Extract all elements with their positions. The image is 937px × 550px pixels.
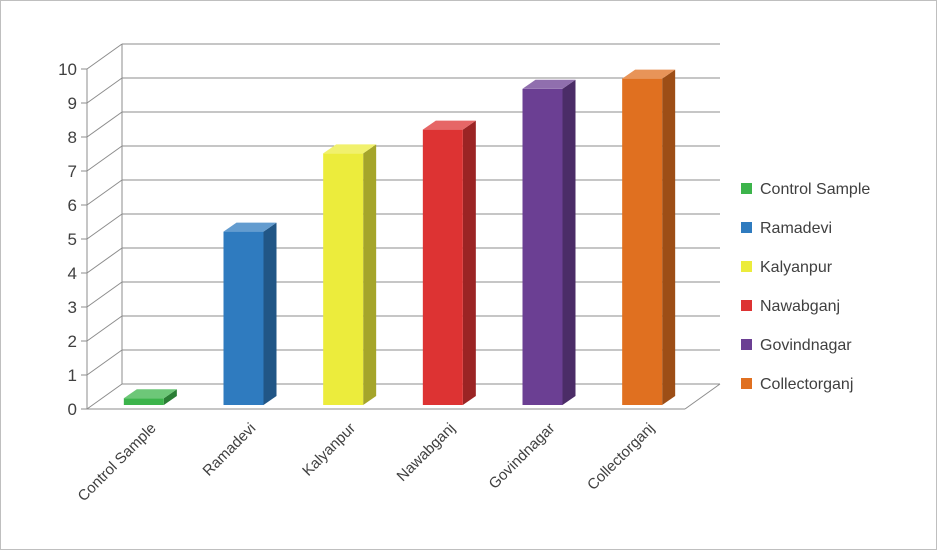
bar-side-2 [363, 144, 377, 405]
legend-item-5: Collectorganj [741, 376, 853, 393]
gridline-side-2 [86, 315, 123, 342]
bar-control-sample [123, 389, 177, 405]
floor-right-edge [684, 383, 721, 410]
legend-item-0: Control Sample [741, 181, 870, 198]
y-tick-label-7: 7 [68, 162, 77, 181]
x-tick-label-5: Collectorganj [584, 420, 658, 494]
y-tick-label-4: 4 [68, 264, 77, 283]
y-tick-label-6: 6 [68, 196, 77, 215]
y-tick-label-2: 2 [68, 332, 77, 351]
legend-swatch-0 [741, 183, 752, 194]
bars [123, 69, 676, 406]
gridline-side-4 [86, 247, 123, 274]
legend-label-0: Control Sample [760, 181, 870, 198]
y-tick-label-3: 3 [68, 298, 77, 317]
bar-front-0 [123, 398, 164, 405]
gridline-side-5 [86, 213, 123, 240]
y-tick-label-10: 10 [58, 60, 77, 79]
bar-front-1 [223, 231, 264, 405]
bar-front-5 [622, 78, 663, 405]
x-tick-label-1: Ramadevi [200, 420, 260, 480]
bar-kalyanpur [323, 144, 377, 405]
bar-govindnagar [522, 79, 576, 406]
bar-front-4 [522, 88, 563, 406]
gridline-side-1 [86, 349, 123, 376]
bar-top-3 [422, 120, 476, 130]
x-tick-label-4: Govindnagar [486, 420, 559, 493]
y-tick-label-5: 5 [68, 230, 77, 249]
bar-top-4 [522, 79, 576, 89]
legend-label-2: Kalyanpur [760, 259, 833, 276]
gridline-side-6 [86, 179, 123, 206]
gridline-side-7 [86, 145, 123, 172]
bar-side-1 [263, 222, 277, 405]
y-tick-label-8: 8 [68, 128, 77, 147]
bar-front-3 [422, 129, 463, 405]
gridline-side-0 [86, 383, 123, 410]
legend: Control Sample Ramadevi Kalyanpur Nawabganj… [741, 181, 870, 393]
legend-swatch-1 [741, 222, 752, 233]
bar-side-5 [662, 69, 676, 405]
legend-label-4: Govindnagar [760, 337, 852, 354]
legend-label-1: Ramadevi [760, 220, 832, 237]
bar-top-2 [323, 144, 377, 154]
legend-swatch-4 [741, 339, 752, 350]
gridline-side-8 [86, 111, 123, 138]
bar-side-0 [163, 389, 177, 405]
y-tick-label-1: 1 [68, 366, 77, 385]
legend-label-3: Nawabganj [760, 298, 840, 315]
gridlines [86, 43, 720, 410]
bar-nawabganj [422, 120, 476, 405]
bar-top-1 [223, 222, 277, 232]
legend-swatch-5 [741, 378, 752, 389]
gridline-side-3 [86, 281, 123, 308]
y-tick-label-0: 0 [68, 400, 77, 419]
gridline-side-10 [86, 43, 123, 70]
gridline-side-9 [86, 77, 123, 104]
x-tick-label-0: Control Sample [75, 420, 160, 505]
bar-top-0 [123, 389, 177, 399]
legend-item-3: Nawabganj [741, 298, 840, 315]
bar-front-2 [323, 153, 364, 405]
legend-item-2: Kalyanpur [741, 259, 833, 276]
legend-item-4: Govindnagar [741, 337, 852, 354]
bar-ramadevi [223, 222, 277, 405]
legend-swatch-2 [741, 261, 752, 272]
legend-item-1: Ramadevi [741, 220, 832, 237]
y-tick-label-9: 9 [68, 94, 77, 113]
x-tick-label-3: Nawabganj [394, 420, 459, 485]
legend-swatch-3 [741, 300, 752, 311]
bar-side-3 [462, 120, 476, 405]
x-tick-label-2: Kalyanpur [299, 420, 359, 480]
axes [81, 44, 721, 410]
bar-collectorganj [622, 69, 676, 405]
bar-side-4 [562, 79, 576, 406]
bar-top-5 [622, 69, 676, 79]
legend-label-5: Collectorganj [760, 376, 853, 393]
